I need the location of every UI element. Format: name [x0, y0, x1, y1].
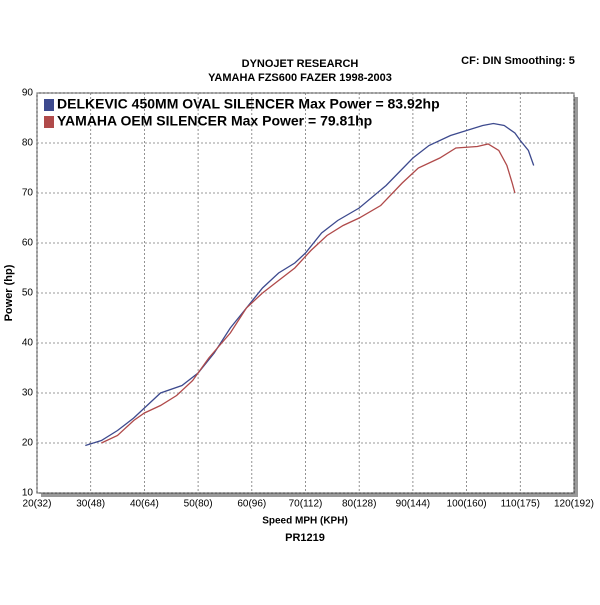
y-tick-label: 60	[22, 238, 34, 249]
y-tick-label: 70	[22, 188, 34, 199]
x-tick-label: 50(80)	[184, 499, 213, 510]
y-tick-label: 40	[22, 338, 34, 349]
x-tick-label: 70(112)	[289, 499, 323, 510]
annotation: CF: DIN Smoothing: 5	[461, 55, 575, 67]
x-tick-label: 20(32)	[23, 499, 52, 510]
legend-swatch	[44, 99, 54, 111]
footer: PR1219	[285, 532, 325, 544]
legend-label: DELKEVIC 450MM OVAL SILENCER Max Power =…	[57, 96, 440, 112]
x-tick-label: 100(160)	[447, 499, 487, 510]
chart-title: DYNOJET RESEARCH	[242, 58, 359, 70]
x-tick-label: 120(192)	[554, 499, 594, 510]
x-tick-label: 40(64)	[130, 499, 159, 510]
legend-swatch	[44, 116, 54, 128]
y-tick-label: 10	[22, 488, 34, 499]
chart-subtitle: YAMAHA FZS600 FAZER 1998-2003	[208, 72, 392, 84]
x-tick-label: 90(144)	[396, 499, 430, 510]
x-tick-label: 80(128)	[342, 499, 376, 510]
y-tick-label: 80	[22, 138, 34, 149]
x-tick-label: 30(48)	[76, 499, 105, 510]
y-tick-label: 30	[22, 388, 34, 399]
series-line	[101, 143, 516, 444]
legend-label: YAMAHA OEM SILENCER Max Power = 79.81hp	[57, 113, 372, 129]
y-axis-label: Power (hp)	[3, 264, 15, 321]
x-axis-label: Speed MPH (KPH)	[262, 516, 348, 527]
y-tick-label: 90	[22, 88, 34, 99]
x-tick-label: 60(96)	[237, 499, 266, 510]
y-tick-label: 20	[22, 438, 34, 449]
series-line	[85, 122, 535, 447]
x-tick-label: 110(175)	[501, 499, 540, 510]
y-tick-label: 50	[22, 288, 34, 299]
